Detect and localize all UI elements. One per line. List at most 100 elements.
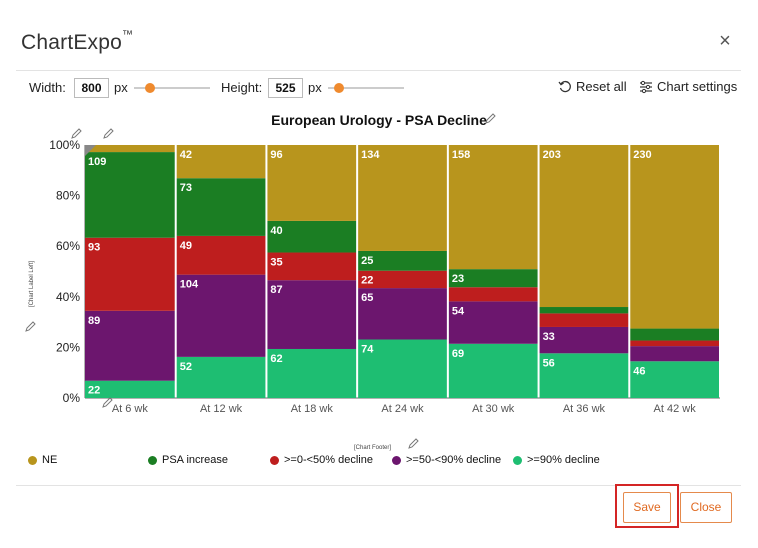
edit-footer-pencil-icon[interactable] [407, 438, 419, 450]
data-label: 104 [180, 279, 199, 291]
header-divider [16, 70, 741, 71]
y-tick-label: 40% [56, 290, 80, 304]
height-slider-handle[interactable] [334, 83, 344, 93]
trademark-mark: ™ [122, 29, 134, 41]
legend-item-90-decline[interactable]: >=90% decline [513, 454, 600, 466]
data-label: 74 [361, 343, 374, 355]
bar-segment [539, 313, 629, 327]
data-label: 62 [270, 353, 282, 365]
x-tick-label: At 30 wk [472, 403, 515, 415]
save-button[interactable]: Save [623, 492, 671, 523]
data-label: 109 [88, 156, 106, 168]
data-label: 87 [270, 284, 282, 296]
footer-divider [16, 485, 741, 486]
data-label: 40 [270, 225, 282, 237]
close-button[interactable]: Close [680, 492, 732, 523]
bar-segment [539, 307, 629, 314]
close-icon[interactable]: × [719, 30, 731, 52]
bar-segment [358, 288, 447, 340]
size-toolbar: Width: px Height: px Reset all [0, 74, 758, 102]
chart-settings-label: Chart settings [657, 79, 738, 94]
bar-segment [85, 237, 175, 311]
width-unit: px [114, 80, 128, 95]
reset-all-label: Reset all [576, 79, 627, 94]
corner-marker [85, 145, 96, 156]
bar-segment [176, 274, 266, 357]
data-label: 46 [633, 365, 645, 377]
width-slider[interactable] [134, 83, 210, 93]
settings-sliders-icon [640, 80, 652, 93]
data-label: 96 [270, 149, 282, 161]
bar-segment [85, 380, 175, 398]
data-label: 69 [452, 348, 464, 360]
bar-segment [539, 145, 629, 308]
data-label: 73 [180, 182, 192, 194]
bar-segment [630, 340, 719, 347]
bar-segment [448, 343, 538, 398]
data-label: 93 [88, 242, 100, 254]
bar-segment [267, 280, 357, 349]
bar-segment [85, 310, 175, 381]
chart-legend: NE PSA increase >=0-<50% decline >=50-<9… [0, 454, 758, 472]
legend-item-ne[interactable]: NE [28, 454, 57, 466]
legend-item-50-90-decline[interactable]: >=50-<90% decline [392, 454, 501, 466]
legend-label: >=50-<90% decline [406, 454, 502, 466]
bar-segment [176, 235, 266, 275]
stacked-bar-chart: 0% 20% 40% 60% 80% 100% [Chart Label Left] 22 89… [25, 138, 720, 415]
bar-segment [358, 270, 447, 289]
bar-segment [267, 348, 357, 398]
bar-segment [448, 287, 538, 302]
legend-swatch [392, 455, 401, 465]
data-label: 134 [361, 149, 380, 161]
bar-segment [448, 145, 538, 270]
data-label: 56 [543, 357, 555, 369]
legend-item-psa-increase[interactable]: PSA increase [148, 454, 228, 466]
data-label: 158 [452, 149, 470, 161]
bar-segment [85, 145, 175, 153]
data-label: 49 [180, 240, 192, 252]
data-label: 65 [361, 292, 373, 304]
data-label: 54 [452, 305, 465, 317]
bar-segment [267, 145, 357, 221]
edit-title-pencil-icon[interactable] [484, 113, 496, 125]
data-label: 89 [88, 315, 100, 327]
bar-segment [358, 339, 447, 398]
data-label: 230 [633, 149, 651, 161]
edit-ylabel-pencil-icon[interactable] [25, 321, 36, 332]
data-label: 22 [88, 385, 100, 397]
bar-segment [630, 145, 719, 329]
height-input[interactable] [268, 78, 303, 98]
legend-item-0-50-decline[interactable]: >=0-<50% decline [270, 454, 373, 466]
bar-segment [176, 178, 266, 236]
width-input[interactable] [74, 78, 109, 98]
bar-segment [448, 269, 538, 288]
chart-settings-button[interactable]: Chart settings [639, 79, 737, 94]
width-slider-handle[interactable] [145, 83, 155, 93]
legend-label: >=90% decline [527, 454, 600, 466]
edit-label-pencil-icon[interactable] [102, 128, 114, 140]
bar-segment [176, 356, 266, 398]
edit-xaxis-pencil-icon[interactable] [102, 397, 113, 408]
save-button-highlight [615, 484, 679, 528]
legend-swatch [148, 455, 157, 465]
reset-all-button[interactable]: Reset all [558, 79, 627, 94]
dialog-title: ChartExpo™ [21, 29, 134, 54]
bar-segment [267, 252, 357, 281]
data-label: 52 [180, 361, 192, 373]
chart-footer-label: [Chart Footer] [354, 445, 392, 451]
data-label: 23 [452, 273, 464, 285]
y-tick-label: 100% [49, 138, 80, 152]
height-slider[interactable] [328, 83, 404, 93]
x-tick-label: At 6 wk [112, 403, 149, 415]
data-label: 203 [543, 149, 561, 161]
y-tick-label: 60% [56, 239, 80, 253]
y-tick-label: 80% [56, 189, 80, 203]
edit-axis-pencil-icon[interactable] [70, 128, 82, 140]
reset-icon [558, 80, 571, 92]
bar-segment [539, 326, 629, 354]
data-label: 33 [543, 331, 555, 343]
data-label: 22 [361, 275, 373, 287]
width-label: Width: [29, 80, 66, 95]
legend-swatch [270, 455, 279, 465]
